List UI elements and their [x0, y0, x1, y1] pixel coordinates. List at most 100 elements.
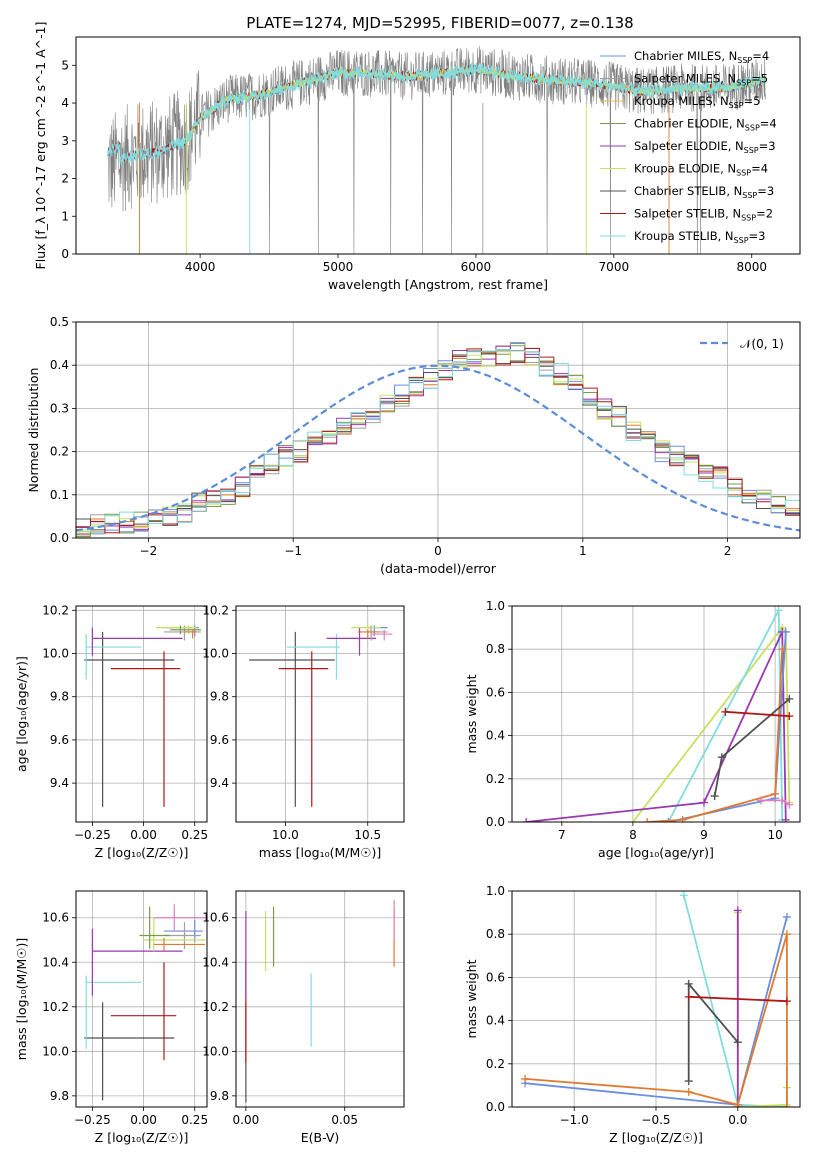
weight-marker	[684, 992, 693, 1001]
y-tick-label: 10.2	[42, 1000, 69, 1014]
legend-tail: =3	[749, 229, 766, 243]
plot-area	[522, 606, 794, 822]
x-tick-label: 0.25	[181, 828, 208, 842]
histogram-step	[76, 348, 800, 538]
y-tick-label: 10.6	[202, 911, 229, 925]
legend-subscript: SSP	[742, 191, 757, 200]
x-tick-label: 9	[700, 828, 708, 842]
weight-marker	[700, 798, 708, 807]
y-axis-label: Flux [f_λ 10^-17 erg cm^-2 s^-1 A^-1]	[33, 22, 48, 270]
weight-marker	[785, 694, 794, 703]
legend-tail: =5	[744, 94, 761, 108]
y-axis-label: age [log₁₀(age/yr)]	[14, 656, 29, 772]
y-tick-label: 0.1	[50, 488, 69, 502]
weight-marker	[721, 707, 730, 716]
weight-marker	[679, 891, 688, 900]
x-tick-label: 0.05	[331, 1113, 358, 1127]
y-tick-label: 0.4	[50, 358, 69, 372]
histogram-step	[76, 345, 800, 538]
axes-frame	[75, 605, 208, 823]
y-tick-label: 0.5	[50, 315, 69, 329]
x-tick-label: 0.00	[233, 1113, 260, 1127]
weight-marker	[684, 1077, 693, 1086]
y-tick-label: 1.0	[486, 884, 505, 898]
weight-line	[647, 649, 784, 822]
weight-marker	[733, 1100, 742, 1107]
legend-tail: =4	[751, 162, 768, 176]
legend-subscript: SSP	[744, 146, 759, 155]
y-tick-label: 10.2	[202, 1000, 229, 1014]
y-tick-label: 3	[61, 134, 69, 148]
weight-line	[688, 995, 787, 1003]
axes-age_vs_Z: −0.25 0.00 0.25 9.4 9.6 9.8 10.0 10.2 Z [log₁₀(Z…	[14, 603, 208, 860]
axes-frame	[75, 890, 208, 1108]
legend-label: Kroupa ELODIE, NSSP=4	[634, 162, 768, 178]
y-tick-label: 9.8	[50, 690, 69, 704]
legend-tail: =3	[759, 139, 776, 153]
axes-mass_vs_ebv: 0.00 0.05 9.8 10.0 10.2 10.4 10.6 E(B-V)	[202, 890, 405, 1145]
y-tick-label: 10.4	[42, 955, 69, 969]
y-tick-label: 1	[61, 209, 69, 223]
legend-label: Kroupa MILES, NSSP=5	[634, 94, 760, 110]
axes-mass_weight_vs_age: 7 8 9 10 0.0 0.2 0.4 0.6 0.8 1.0 age [log₁₀(age/yr…	[464, 599, 801, 860]
weight-marker	[778, 796, 787, 805]
legend-subscript: SSP	[736, 169, 751, 178]
x-axis-label: wavelength [Angstrom, rest frame]	[328, 277, 548, 292]
plot-area	[107, 46, 766, 254]
y-tick-label: 9.8	[50, 1089, 69, 1103]
weight-marker	[717, 753, 726, 762]
y-tick-label: 0.2	[486, 1057, 505, 1071]
weight-marker	[521, 1074, 530, 1083]
y-tick-label: 4	[61, 96, 69, 110]
histogram-step	[76, 345, 800, 538]
x-axis-label: age [log₁₀(age/yr)]	[598, 845, 714, 860]
weight-marker	[781, 815, 790, 822]
spectrum-line	[107, 62, 766, 166]
x-axis-label: (data-model)/error	[380, 561, 497, 576]
figure-title: PLATE=1274, MJD=52995, FIBERID=0077, z=0…	[246, 14, 633, 32]
weight-marker	[733, 1038, 742, 1047]
y-tick-label: 9.6	[210, 733, 229, 747]
weight-line	[632, 626, 791, 822]
y-tick-label: 9.4	[210, 776, 229, 790]
weight-marker	[684, 1087, 693, 1096]
x-tick-label: −1	[284, 544, 302, 558]
axes-frame	[75, 36, 801, 255]
x-tick-label: 7000	[599, 260, 630, 274]
legend-tail: =4	[752, 49, 769, 63]
legend-label: Salpeter STELIB, NSSP=2	[634, 207, 773, 223]
axes-frame	[511, 890, 801, 1108]
legend-subscript: SSP	[734, 236, 749, 245]
weight-line	[526, 631, 787, 822]
y-tick-label: 0.8	[486, 927, 505, 941]
x-tick-label: 8	[629, 828, 637, 842]
legend-subscript: SSP	[736, 79, 751, 88]
axes-frame	[511, 605, 801, 823]
y-tick-label: 0.8	[486, 642, 505, 656]
weight-marker	[782, 1103, 791, 1107]
axes-mass_vs_Z: −0.25 0.00 0.25 9.8 10.0 10.2 10.4 10.6 Z [log₁₀…	[14, 890, 208, 1145]
y-tick-label: 10.2	[202, 603, 229, 617]
y-tick-label: 9.8	[210, 1089, 229, 1103]
x-axis-label: Z [log₁₀(Z/Z☉)]	[609, 1130, 703, 1145]
x-tick-label: −2	[140, 544, 158, 558]
y-tick-label: 0.3	[50, 401, 69, 415]
x-tick-label: −0.25	[74, 1113, 111, 1127]
y-tick-label: 10.0	[202, 647, 229, 661]
plot-area	[521, 891, 791, 1107]
plot-area	[245, 899, 395, 1103]
x-tick-label: −0.25	[74, 828, 111, 842]
y-tick-label: 0.2	[50, 445, 69, 459]
axes-frame	[235, 890, 405, 1108]
y-axis-label: mass weight	[464, 959, 479, 1038]
weight-marker	[522, 818, 531, 822]
x-tick-label: 5000	[323, 260, 354, 274]
x-axis-label: Z [log₁₀(Z/Z☉)]	[95, 845, 189, 860]
x-tick-label: 10.5	[354, 828, 381, 842]
weight-marker	[710, 792, 719, 801]
y-tick-label: 0.6	[486, 685, 505, 699]
y-tick-label: 10.0	[42, 647, 69, 661]
histogram-step	[76, 345, 800, 538]
x-tick-label: 0.00	[130, 1113, 157, 1127]
weight-marker	[756, 796, 765, 805]
